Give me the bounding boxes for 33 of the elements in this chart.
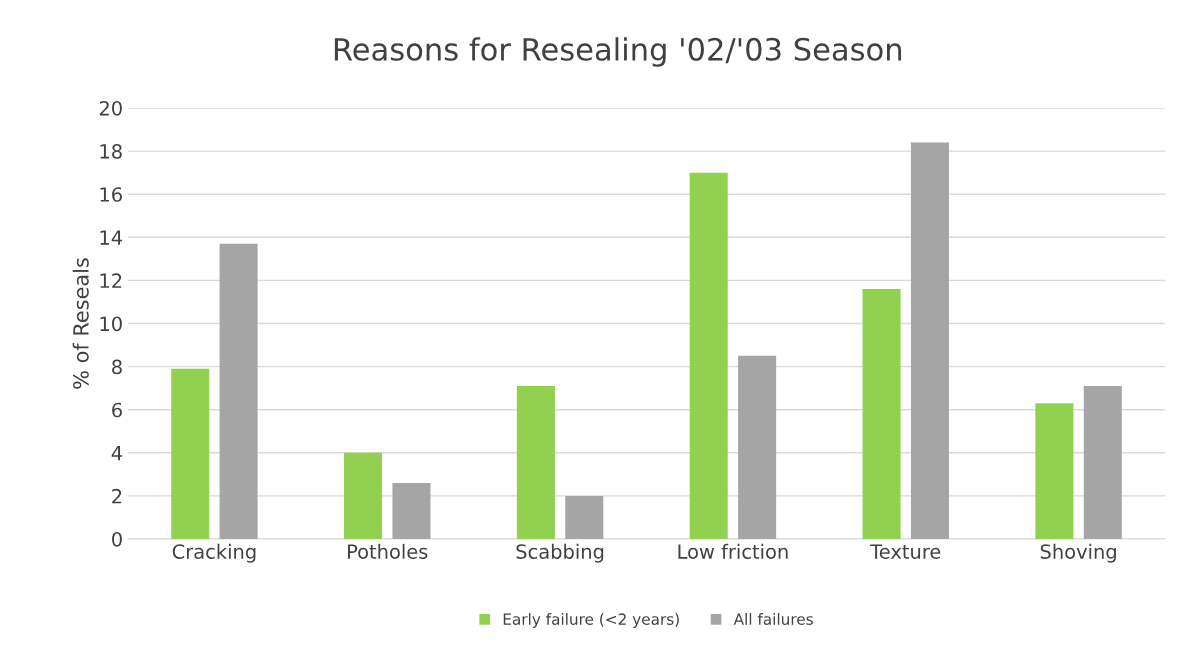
bar bbox=[392, 482, 431, 539]
x-tick-label: Texture bbox=[870, 544, 941, 559]
bar bbox=[565, 495, 604, 539]
bar bbox=[910, 142, 949, 539]
bar bbox=[738, 355, 777, 539]
bar bbox=[219, 243, 258, 539]
y-tick-label: 18 bbox=[100, 144, 122, 159]
y-tick-label: 4 bbox=[111, 446, 123, 461]
bar bbox=[1035, 403, 1074, 539]
y-tick-label: 16 bbox=[100, 187, 122, 202]
y-tick-label: 2 bbox=[112, 488, 122, 504]
y-axis-title: % of Reseals bbox=[72, 258, 89, 389]
bar bbox=[516, 385, 555, 539]
bar bbox=[1083, 385, 1122, 539]
chart-title: Reasons for Resealing '02/'03 Season bbox=[334, 37, 902, 67]
x-tick-label: Scabbing bbox=[516, 543, 604, 563]
bar bbox=[344, 452, 383, 539]
x-tick-label: Cracking bbox=[172, 543, 256, 563]
y-tick-label: 8 bbox=[112, 359, 122, 375]
y-tick-label: 12 bbox=[100, 273, 122, 288]
x-tick-label: Shoving bbox=[1040, 543, 1116, 563]
y-tick-label: 6 bbox=[112, 402, 122, 418]
y-tick-label: 0 bbox=[112, 531, 122, 547]
x-tick-label: Potholes bbox=[348, 543, 428, 559]
legend-label: All failures bbox=[733, 613, 813, 625]
y-tick-label: 14 bbox=[100, 230, 123, 245]
bar bbox=[689, 172, 728, 539]
y-tick-label: 20 bbox=[99, 100, 122, 116]
x-tick-label: Low friction bbox=[678, 543, 788, 559]
legend-label: Early failure (<2 years) bbox=[503, 613, 679, 628]
bar bbox=[171, 368, 210, 539]
bar bbox=[862, 289, 901, 539]
y-tick-label: 10 bbox=[100, 316, 122, 332]
